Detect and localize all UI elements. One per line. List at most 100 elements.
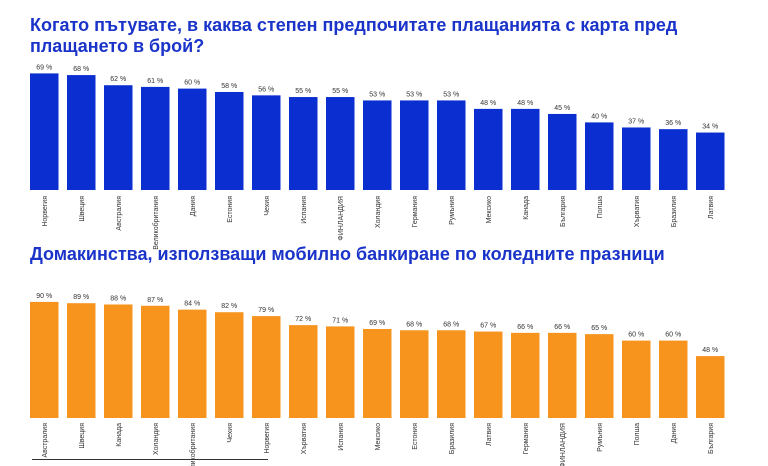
category-label: Латвия [708, 196, 715, 219]
bar [178, 88, 207, 190]
bar [696, 132, 725, 190]
data-label: 53 % [443, 91, 459, 98]
category-label: Мексико [375, 423, 382, 450]
data-label: 53 % [406, 91, 422, 98]
category-label: Латвия [486, 423, 493, 446]
bar [141, 86, 170, 190]
data-label: 68 % [443, 321, 459, 328]
data-label: 48 % [480, 100, 496, 107]
data-label: 69 % [369, 320, 385, 327]
data-label: 60 % [628, 332, 644, 339]
data-label: 82 % [221, 303, 237, 310]
bar [178, 309, 207, 418]
category-label: Мексико [486, 196, 493, 223]
data-label: 56 % [258, 86, 274, 93]
bar [585, 122, 614, 190]
bar [252, 95, 281, 190]
data-label: 66 % [517, 324, 533, 331]
category-label: ФИНЛАНДИЯ [338, 196, 345, 241]
bar [363, 100, 392, 190]
data-label: 79 % [258, 307, 274, 314]
data-label: 60 % [184, 80, 200, 87]
bar [400, 100, 429, 190]
category-label: Холандия [153, 423, 160, 455]
chart-1: 69 % Норвегия 68 % Швеция 62 % Австралия 61 % В… [30, 64, 725, 250]
bar [696, 356, 725, 418]
category-label: Полша [597, 196, 604, 218]
category-label: Швеция [79, 196, 86, 222]
category-label: Холандия [375, 196, 382, 228]
bar [511, 108, 540, 190]
category-label: Швеция [79, 423, 86, 449]
bar [548, 113, 577, 190]
bar [437, 330, 466, 418]
data-label: 61 % [147, 78, 163, 85]
bar [622, 127, 651, 190]
bar [437, 100, 466, 190]
category-label: Норвегия [264, 423, 271, 454]
footnote-divider [32, 459, 268, 460]
bar [585, 334, 614, 418]
category-label: Чехия [264, 196, 271, 216]
data-label: 48 % [517, 100, 533, 107]
category-label: Дания [671, 423, 678, 443]
bar [30, 73, 59, 190]
bar [400, 330, 429, 418]
category-label: Испания [338, 423, 345, 451]
data-label: 87 % [147, 297, 163, 304]
category-label: Германия [412, 196, 419, 228]
category-label: Полша [634, 423, 641, 445]
data-label: 69 % [36, 64, 52, 71]
category-label: Норвегия [42, 196, 49, 227]
bar [252, 316, 281, 418]
category-label: Великобритания [189, 423, 197, 466]
data-label: 71 % [332, 317, 348, 324]
category-label: Естония [412, 423, 419, 450]
data-label: 88 % [110, 295, 126, 302]
bar [474, 108, 503, 190]
category-label: Великобритания [152, 196, 160, 250]
bar [141, 305, 170, 418]
category-label: Румъния [597, 423, 604, 452]
data-label: 45 % [554, 105, 570, 112]
bar [511, 332, 540, 418]
bar [289, 97, 318, 190]
bar [622, 340, 651, 418]
data-label: 68 % [406, 321, 422, 328]
data-label: 37 % [628, 118, 644, 125]
bar [659, 129, 688, 190]
category-label: България [560, 196, 567, 227]
data-label: 55 % [295, 88, 311, 95]
bar [30, 301, 59, 418]
data-label: 48 % [702, 347, 718, 354]
data-label: 89 % [73, 294, 89, 301]
data-label: 40 % [591, 113, 607, 120]
category-label: Германия [523, 423, 530, 455]
category-label: Дания [190, 196, 197, 216]
category-label: Канада [523, 196, 530, 220]
category-label: Чехия [227, 423, 234, 443]
bar [104, 304, 133, 418]
bar [548, 332, 577, 418]
data-label: 53 % [369, 91, 385, 98]
category-label: Хърватия [634, 196, 641, 227]
category-label: Хърватия [301, 423, 308, 454]
bar [289, 325, 318, 418]
category-label: Румъния [449, 196, 456, 225]
data-label: 68 % [73, 66, 89, 73]
bar [104, 85, 133, 190]
category-label: Австралия [116, 196, 123, 231]
bar [326, 97, 355, 190]
category-label: Бразилия [449, 423, 456, 454]
data-label: 34 % [702, 124, 718, 131]
data-label: 58 % [221, 83, 237, 90]
bar [326, 326, 355, 418]
bar [67, 75, 96, 190]
category-label: България [708, 423, 715, 454]
data-label: 66 % [554, 324, 570, 331]
data-label: 72 % [295, 316, 311, 323]
data-label: 36 % [665, 120, 681, 127]
data-label: 55 % [332, 88, 348, 95]
data-label: 60 % [665, 332, 681, 339]
